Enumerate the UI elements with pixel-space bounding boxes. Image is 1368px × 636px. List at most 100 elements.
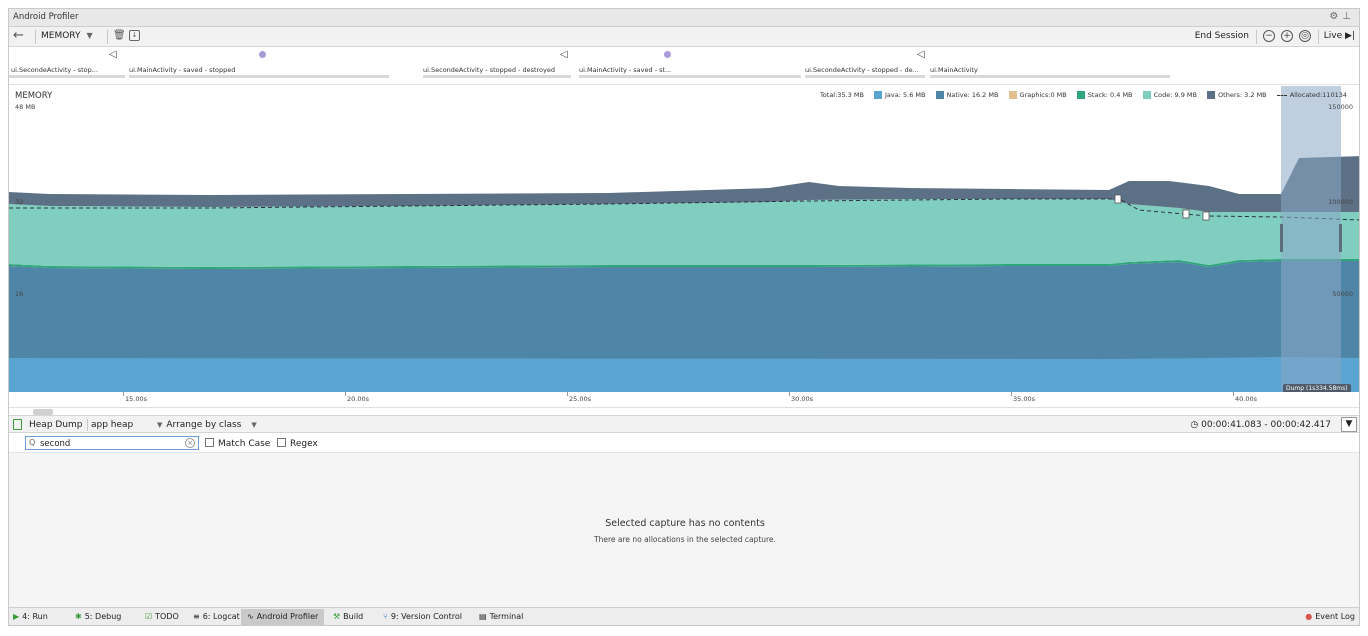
heap-dump-marker[interactable]: Dump (1s334.58ms) xyxy=(1283,384,1351,393)
time-tick-label: 20.00s xyxy=(347,395,369,403)
window-controls[interactable]: ⚙⊥ xyxy=(1329,11,1355,22)
play-pause-icon: ▶| xyxy=(1345,31,1355,41)
heap-select-dropdown[interactable]: app heap xyxy=(91,420,133,430)
activity-event[interactable]: ui.MainActivity - saved - stopped xyxy=(129,66,236,74)
back-arrow-icon[interactable]: ← xyxy=(13,28,24,43)
trash-icon[interactable]: 🗑 xyxy=(113,30,126,41)
arrange-dropdown[interactable]: ▼ Arrange by class ▼ xyxy=(157,420,261,430)
code-area xyxy=(9,199,1359,267)
activity-event[interactable]: ui.SecondeActivity - stopped - de... xyxy=(805,66,919,74)
build-icon: ⚒ xyxy=(333,612,341,621)
activity-events-lane: ◁ ◁ ◁ ui.SecondeActivity - stop... ui.Ma… xyxy=(9,47,1359,85)
activity-event[interactable]: ui.SecondeActivity - stopped - destroyed xyxy=(423,66,556,74)
empty-subtitle: There are no allocations in the selected… xyxy=(594,535,776,544)
profiler-toolbar: ← MEMORY ▼ 🗑 ↓ End Session − + ◎ Live ▶| xyxy=(9,27,1359,47)
memory-legend: Total:35.3 MB Java: 5.6 MB Native: 16.2 … xyxy=(812,91,1347,99)
toolbar-divider xyxy=(1256,30,1257,44)
allocated-dash-swatch xyxy=(1276,94,1287,96)
logcat-icon: ≡ xyxy=(193,612,200,621)
reset-zoom-icon[interactable]: ◎ xyxy=(1299,30,1311,42)
gc-event-marker[interactable] xyxy=(1114,194,1122,204)
time-tick-label: 35.00s xyxy=(1013,395,1035,403)
selection-left-handle[interactable] xyxy=(1280,224,1283,252)
tool-android-profiler[interactable]: ∿ Android Profiler xyxy=(241,609,325,625)
stack-swatch xyxy=(1076,91,1085,99)
time-tick xyxy=(567,392,568,396)
android-profiler-window: Android Profiler ⚙⊥ ← MEMORY ▼ 🗑 ↓ End Se… xyxy=(8,8,1360,626)
time-range-label: 00:00:41.083 - 00:00:42.417 xyxy=(1201,420,1331,430)
tool-build-label: Build xyxy=(343,612,364,621)
tool-run[interactable]: ▶ 4: Run xyxy=(13,612,48,621)
live-button[interactable]: Live ▶| xyxy=(1324,31,1355,41)
empty-title: Selected capture has no contents xyxy=(605,518,765,529)
profiler-icon: ∿ xyxy=(247,612,254,621)
gc-event-marker[interactable] xyxy=(1182,209,1190,219)
legend-others: Others: 3.2 MB xyxy=(1207,91,1267,99)
filter-icon[interactable]: ▼ xyxy=(1341,417,1357,432)
export-heap-icon[interactable] xyxy=(13,419,22,430)
native-swatch xyxy=(935,91,944,99)
match-case-checkbox[interactable]: Match Case xyxy=(205,438,270,449)
heap-toolbar: Heap Dump app heap ▼ Arrange by class ▼ ◷ … xyxy=(9,415,1359,433)
capture-content-panel: Selected capture has no contents There a… xyxy=(9,452,1359,607)
search-input[interactable] xyxy=(40,438,180,449)
memory-chart[interactable]: MEMORY 48 MB 32 16 150000 100000 50000 T… xyxy=(9,86,1359,393)
activity-duration-bar xyxy=(805,75,925,78)
heap-dump-label: Heap Dump xyxy=(29,420,83,430)
capture-heap-icon[interactable]: ↓ xyxy=(129,30,140,41)
tool-todo[interactable]: ☑ TODO xyxy=(145,612,179,621)
tool-logcat[interactable]: ≡ 6: Logcat xyxy=(193,612,240,621)
tool-build[interactable]: ⚒ Build xyxy=(333,612,363,621)
legend-stack-label: Stack: 0.4 MB xyxy=(1087,91,1133,99)
zoom-out-icon[interactable]: − xyxy=(1263,30,1275,42)
terminal-icon: ▤ xyxy=(479,612,487,621)
end-session-button[interactable]: End Session xyxy=(1194,31,1249,41)
legend-code-label: Code: 9.9 MB xyxy=(1153,91,1197,99)
legend-graphics-label: Graphics:0 MB xyxy=(1019,91,1067,99)
activity-event[interactable]: ui.MainActivity - saved - st... xyxy=(579,66,672,74)
tool-event-log-label: Event Log xyxy=(1315,612,1355,621)
toolbar-divider xyxy=(107,30,108,44)
tool-run-label: 4: Run xyxy=(22,612,48,621)
time-tick xyxy=(789,392,790,396)
activity-duration-bar xyxy=(579,75,801,78)
clear-search-icon[interactable]: × xyxy=(185,438,195,448)
selection-right-handle[interactable] xyxy=(1339,224,1342,252)
match-case-box[interactable] xyxy=(205,438,214,447)
regex-checkbox[interactable]: Regex xyxy=(277,438,318,449)
settings-gear-icon[interactable]: ⚙ xyxy=(1329,11,1343,22)
profiler-dropdown[interactable]: MEMORY ▼ xyxy=(41,31,93,41)
legend-others-label: Others: 3.2 MB xyxy=(1218,91,1267,99)
toolbar-divider xyxy=(35,30,36,44)
gc-event-marker[interactable] xyxy=(1202,211,1210,221)
debug-bug-icon: ✱ xyxy=(75,612,82,621)
window-title: Android Profiler xyxy=(13,12,79,22)
search-box[interactable]: Q × xyxy=(25,436,199,450)
touch-event-dot-icon xyxy=(259,51,266,58)
heap-select-value: app heap xyxy=(91,420,134,430)
capture-time-range: ◷ 00:00:41.083 - 00:00:42.417 xyxy=(1190,420,1331,430)
zoom-in-icon[interactable]: + xyxy=(1281,30,1293,42)
regex-box[interactable] xyxy=(277,438,286,447)
y-axis-tick-left: 48 MB xyxy=(15,103,36,111)
legend-total: Total:35.3 MB xyxy=(819,91,864,99)
hide-panel-icon[interactable]: ⊥ xyxy=(1342,11,1355,22)
activity-event[interactable]: ui.SecondeActivity - stop... xyxy=(11,66,98,74)
timeline-scrollbar-thumb[interactable] xyxy=(33,409,53,415)
activity-duration-bar xyxy=(9,75,125,78)
legend-graphics: Graphics:0 MB xyxy=(1008,91,1067,99)
chevron-down-icon: ▼ xyxy=(86,31,93,40)
tool-version-control[interactable]: ⑂ 9: Version Control xyxy=(383,612,462,621)
tool-profiler-label: Android Profiler xyxy=(256,612,319,621)
activity-event[interactable]: ui.MainActivity xyxy=(930,66,978,74)
tool-debug[interactable]: ✱ 5: Debug xyxy=(75,612,121,621)
tool-debug-label: 5: Debug xyxy=(84,612,122,621)
graphics-swatch xyxy=(1008,91,1017,99)
profiler-dropdown-value: MEMORY xyxy=(41,31,81,41)
time-tick-label: 25.00s xyxy=(569,395,591,403)
legend-native: Native: 16.2 MB xyxy=(935,91,998,99)
tool-todo-label: TODO xyxy=(155,612,179,621)
tool-event-log[interactable]: ● Event Log xyxy=(1305,612,1355,621)
selection-range-overlay[interactable] xyxy=(1281,86,1341,392)
tool-terminal[interactable]: ▤ Terminal xyxy=(479,612,523,621)
